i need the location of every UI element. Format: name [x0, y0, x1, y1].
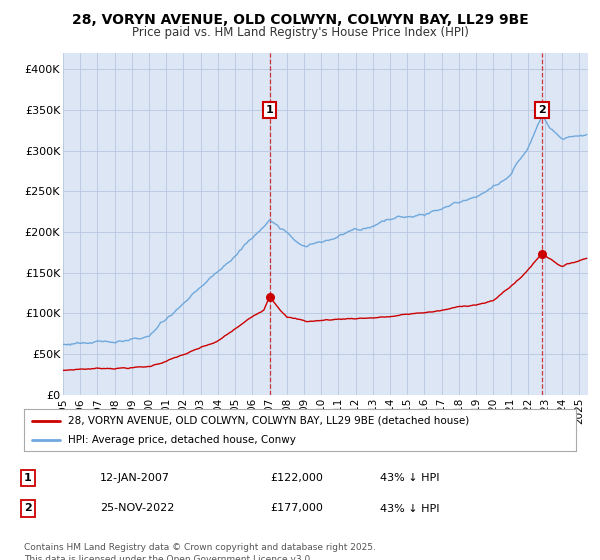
Text: 12-JAN-2007: 12-JAN-2007: [100, 473, 170, 483]
Text: 28, VORYN AVENUE, OLD COLWYN, COLWYN BAY, LL29 9BE: 28, VORYN AVENUE, OLD COLWYN, COLWYN BAY…: [71, 13, 529, 27]
Text: 1: 1: [266, 105, 274, 115]
Text: 2: 2: [24, 503, 32, 514]
Text: 43% ↓ HPI: 43% ↓ HPI: [380, 473, 439, 483]
Text: £122,000: £122,000: [270, 473, 323, 483]
Text: 43% ↓ HPI: 43% ↓ HPI: [380, 503, 439, 514]
Text: 1: 1: [24, 473, 32, 483]
Text: HPI: Average price, detached house, Conwy: HPI: Average price, detached house, Conw…: [68, 435, 296, 445]
Text: 25-NOV-2022: 25-NOV-2022: [100, 503, 175, 514]
Text: Price paid vs. HM Land Registry's House Price Index (HPI): Price paid vs. HM Land Registry's House …: [131, 26, 469, 39]
Text: £177,000: £177,000: [270, 503, 323, 514]
Text: 28, VORYN AVENUE, OLD COLWYN, COLWYN BAY, LL29 9BE (detached house): 28, VORYN AVENUE, OLD COLWYN, COLWYN BAY…: [68, 416, 469, 426]
Text: Contains HM Land Registry data © Crown copyright and database right 2025.
This d: Contains HM Land Registry data © Crown c…: [24, 543, 376, 560]
Text: 2: 2: [538, 105, 546, 115]
